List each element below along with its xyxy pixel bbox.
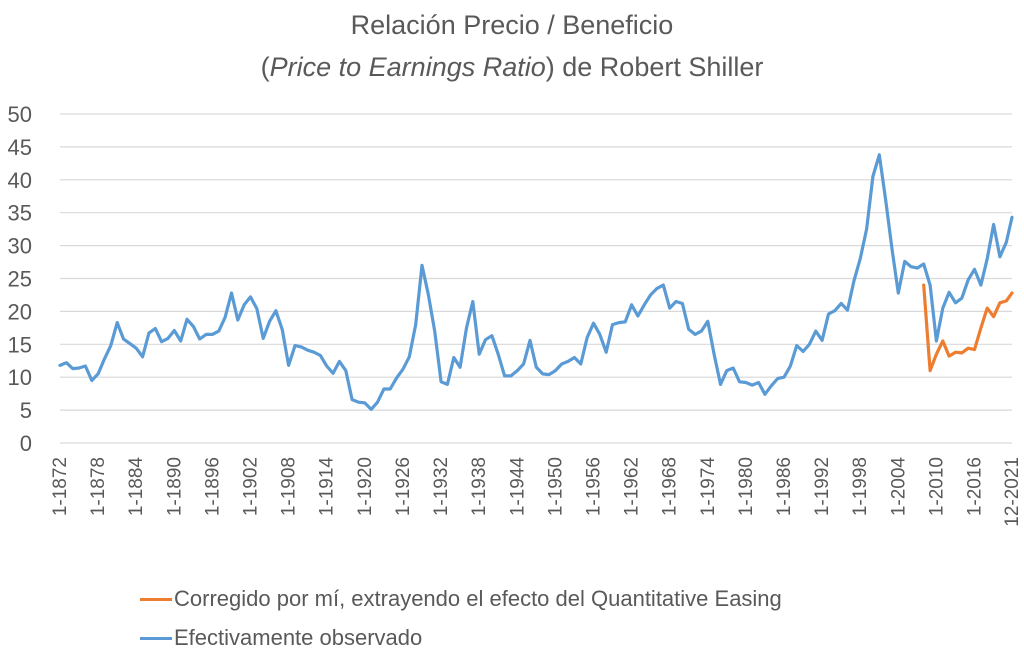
y-tick-label: 0 xyxy=(20,431,32,456)
chart-title-line1: Relación Precio / Beneficio xyxy=(350,10,674,40)
x-tick-label: 1-1896 xyxy=(202,457,223,516)
x-tick-label: 1-1974 xyxy=(698,457,719,517)
y-axis-ticks: 0 5 10 15 20 25 30 35 40 45 50 xyxy=(8,102,32,456)
x-tick-label: 1-1890 xyxy=(164,457,185,516)
title-close-paren: ) xyxy=(545,52,555,82)
chart-title-line2: (Price to Earnings Ratio) de Robert Shil… xyxy=(0,52,1024,83)
y-tick-label: 50 xyxy=(8,102,32,127)
x-tick-label: 1-1878 xyxy=(88,457,109,516)
x-tick-label: 1-1962 xyxy=(622,457,643,516)
x-tick-label: 1-1956 xyxy=(583,457,604,516)
gridlines xyxy=(60,113,1012,444)
x-tick-label: 1-1926 xyxy=(393,457,414,516)
x-tick-label: 1-1998 xyxy=(850,457,871,516)
series-lines xyxy=(58,153,1014,411)
x-tick-label: 1-1938 xyxy=(469,457,490,516)
legend-item-corrected[interactable]: Corregido por mí, extrayendo el efecto d… xyxy=(140,586,782,612)
legend-item-observed[interactable]: Efectivamente observado xyxy=(140,625,422,651)
y-tick-label: 30 xyxy=(8,234,32,259)
legend-swatch-observed xyxy=(140,636,172,640)
y-tick-label: 15 xyxy=(8,332,32,357)
y-tick-label: 35 xyxy=(8,201,32,226)
series-line-observed xyxy=(58,153,1014,411)
x-tick-label: 1-2004 xyxy=(888,457,909,517)
y-tick-label: 10 xyxy=(8,365,32,390)
x-tick-label: 1-1914 xyxy=(317,457,338,517)
x-tick-label: 1-1950 xyxy=(545,457,566,516)
x-tick-label: 1-1986 xyxy=(774,457,795,516)
x-tick-label: 1-1992 xyxy=(812,457,833,516)
x-tick-label: 1-1980 xyxy=(736,457,757,516)
legend-swatch-corrected xyxy=(140,597,172,601)
x-tick-label: 1-1884 xyxy=(126,457,147,517)
x-tick-label: 1-2016 xyxy=(965,457,986,516)
x-tick-label: 1-2010 xyxy=(926,457,947,516)
x-axis-ticks: 1-1872 1-1878 1-1884 1-1890 1-1896 1-1902 1-19… xyxy=(50,457,1023,527)
legend-label-observed: Efectivamente observado xyxy=(174,625,423,650)
y-tick-label: 5 xyxy=(20,398,32,423)
title-italic-part: Price to Earnings Ratio xyxy=(269,52,546,82)
x-tick-label: 12-2021 xyxy=(1002,457,1023,527)
y-tick-label: 40 xyxy=(8,168,32,193)
legend-label-corrected: Corregido por mí, extrayendo el efecto d… xyxy=(174,586,782,611)
series-line-corrected xyxy=(922,283,1014,373)
title-open-paren: ( xyxy=(260,52,270,82)
x-tick-label: 1-1872 xyxy=(50,457,71,516)
x-tick-label: 1-1944 xyxy=(507,457,528,517)
x-tick-label: 1-1902 xyxy=(241,457,262,516)
x-tick-label: 1-1920 xyxy=(355,457,376,516)
x-tick-label: 1-1932 xyxy=(431,457,452,516)
y-tick-label: 25 xyxy=(8,267,32,292)
x-tick-label: 1-1908 xyxy=(279,457,300,516)
y-tick-label: 20 xyxy=(8,299,32,324)
title-rest: de Robert Shiller xyxy=(554,52,764,82)
y-tick-label: 45 xyxy=(8,135,32,160)
x-tick-label: 1-1968 xyxy=(660,457,681,516)
